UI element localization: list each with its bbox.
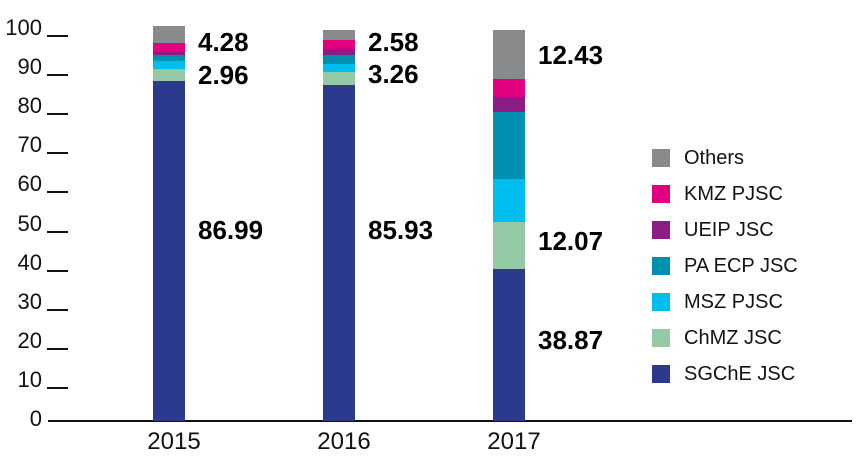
value-label: 86.99	[198, 214, 264, 245]
value-label: 12.07	[538, 226, 604, 257]
y-tick-label: 100	[5, 15, 42, 40]
legend-item-pa-ecp-jsc: PA ECP JSC	[652, 255, 798, 277]
bar-segment-msz-pjsc-2015	[153, 61, 185, 70]
y-tick-dash	[47, 386, 68, 389]
bar-segment-ueip-jsc-2016	[323, 48, 355, 56]
bar-segment-others-2015	[153, 26, 185, 44]
bar-segment-sgche-jsc-2016	[323, 85, 355, 421]
legend-item-chmz-jsc: ChMZ JSC	[652, 327, 798, 349]
y-tick-label: 20	[17, 327, 42, 353]
bar-segment-chmz-jsc-2017	[493, 221, 525, 269]
bar-segment-others-2017	[493, 30, 525, 79]
legend-swatch-icon	[652, 365, 670, 383]
y-tick-dash	[47, 230, 68, 233]
legend-item-others: Others	[652, 147, 798, 169]
bar-segment-msz-pjsc-2016	[323, 63, 355, 73]
y-tick-label: 0	[29, 406, 42, 431]
y-tick-label: 50	[17, 210, 42, 236]
y-tick-dash	[47, 113, 68, 116]
legend-label: ChMZ JSC	[684, 327, 782, 349]
value-label: 38.87	[538, 325, 604, 356]
bar-segment-chmz-jsc-2016	[323, 72, 355, 85]
legend-swatch-icon	[652, 221, 670, 239]
bar-segment-msz-pjsc-2017	[493, 179, 525, 222]
y-tick-label: 80	[17, 93, 42, 119]
y-tick-dash	[47, 347, 68, 350]
legend-swatch-icon	[652, 293, 670, 311]
y-tick-dash	[47, 74, 68, 77]
bar-segment-pa-ecp-jsc-2017	[493, 111, 525, 180]
legend-item-sgche-jsc: SGChE JSC	[652, 363, 798, 385]
value-label: 4.28	[198, 27, 249, 58]
legend: Others KMZ PJSC UEIP JSC PA ECP JSC MSZ PJSC…	[652, 147, 798, 385]
legend-item-msz-pjsc: MSZ PJSC	[652, 291, 798, 313]
y-tick-label: 30	[17, 288, 42, 314]
legend-label: KMZ PJSC	[684, 183, 783, 205]
y-tick-label: 90	[17, 54, 42, 80]
bar-segment-chmz-jsc-2015	[153, 69, 185, 81]
y-tick-dash	[47, 152, 68, 155]
legend-swatch-icon	[652, 149, 670, 167]
x-axis-line	[48, 420, 852, 422]
bar-segment-kmz-pjsc-2017	[493, 78, 525, 98]
legend-label: PA ECP JSC	[684, 255, 798, 277]
y-tick-label: 70	[17, 132, 42, 158]
x-tick-label-2015: 2015	[147, 428, 201, 455]
bar-segment-ueip-jsc-2015	[153, 51, 185, 55]
value-label: 3.26	[368, 59, 419, 90]
legend-swatch-icon	[652, 185, 670, 203]
bar-segment-others-2016	[323, 30, 355, 41]
y-tick-label: 10	[17, 366, 42, 392]
bar-segment-pa-ecp-jsc-2015	[153, 54, 185, 62]
legend-label: MSZ PJSC	[684, 291, 783, 313]
legend-swatch-icon	[652, 329, 670, 347]
legend-label: SGChE JSC	[684, 363, 796, 385]
bar-segment-kmz-pjsc-2015	[153, 43, 185, 52]
value-label: 2.58	[368, 27, 419, 58]
bar-segment-ueip-jsc-2017	[493, 97, 525, 112]
value-label: 12.43	[538, 40, 604, 71]
y-tick-dash	[47, 269, 68, 272]
bar-segment-sgche-jsc-2017	[493, 269, 525, 421]
y-tick-dash	[47, 191, 68, 194]
bar-segment-kmz-pjsc-2016	[323, 40, 355, 49]
bar-segment-pa-ecp-jsc-2016	[323, 55, 355, 64]
y-tick-label: 40	[17, 249, 42, 275]
y-tick-label: 60	[17, 171, 42, 197]
x-tick-label-2017: 2017	[487, 428, 541, 455]
legend-item-ueip-jsc: UEIP JSC	[652, 219, 798, 241]
legend-item-kmz-pjsc: KMZ PJSC	[652, 183, 798, 205]
legend-label: Others	[684, 147, 745, 169]
legend-swatch-icon	[652, 257, 670, 275]
x-tick-label-2016: 2016	[317, 428, 371, 455]
value-label: 2.96	[198, 59, 249, 90]
legend-label: UEIP JSC	[684, 219, 774, 241]
value-label: 85.93	[368, 214, 434, 245]
y-tick-dash	[47, 308, 68, 311]
y-tick-dash	[47, 35, 68, 37]
bar-segment-sgche-jsc-2015	[153, 80, 185, 421]
